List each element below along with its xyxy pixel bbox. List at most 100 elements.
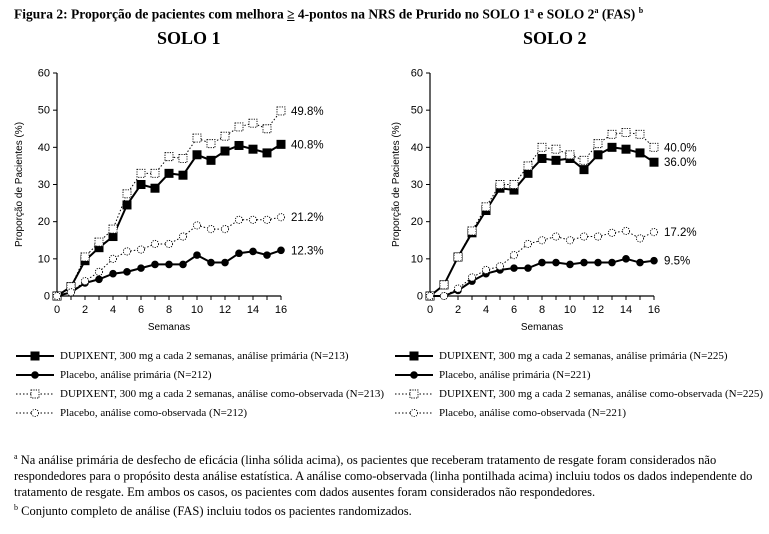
x-tick-label: 12 — [219, 304, 231, 316]
x-tick-label: 12 — [592, 304, 604, 316]
data-point-dotted-square — [635, 129, 645, 139]
data-point-solid-square — [234, 140, 244, 150]
data-point-solid-circle — [221, 258, 229, 267]
chart-solo1: 0 10 20 30 40 50 60 0 2 4 6 8 10 12 14 16 Semanas Proporç… — [14, 68, 324, 334]
data-point-solid-square — [276, 139, 286, 149]
data-point-dotted-square — [509, 180, 519, 189]
data-point-dotted-square — [565, 150, 575, 160]
y-tick-label: 20 — [411, 216, 423, 228]
data-point-solid-square — [607, 142, 617, 152]
legend-label: DUPIXENT, 300 mg a cada 2 semanas, análi… — [60, 388, 384, 400]
data-point-dotted-square — [439, 280, 449, 290]
legend-swatch — [16, 408, 54, 418]
data-point-dotted-circle — [579, 232, 589, 241]
data-point-dotted-circle — [453, 284, 463, 293]
data-point-dotted-square — [122, 189, 132, 199]
data-point-dotted-square — [136, 168, 146, 178]
data-point-solid-circle — [277, 246, 285, 255]
y-tick-label: 40 — [38, 142, 50, 154]
x-axis-label: Semanas — [521, 322, 563, 333]
data-point-dotted-square — [607, 129, 617, 139]
series-line-solid-circle — [56, 249, 282, 297]
data-point-solid-square — [551, 155, 561, 165]
data-point-dotted-circle — [122, 247, 132, 256]
y-tick-label: 60 — [38, 68, 50, 80]
data-point-solid-square — [192, 150, 202, 160]
legend-swatch — [16, 389, 54, 399]
legend-swatch — [395, 408, 433, 418]
data-point-dotted-circle — [481, 265, 491, 275]
footnote-b: b Conjunto completo de análise (FAS) inc… — [14, 503, 412, 519]
legend-label: DUPIXENT, 300 mg a cada 2 semanas, análi… — [60, 350, 349, 362]
chart-solo2: 0 10 20 30 40 50 60 0 2 4 6 8 10 12 14 16 Semanas Proporç… — [391, 68, 697, 334]
data-point-dotted-circle — [649, 228, 659, 237]
legend-marker — [30, 351, 40, 361]
data-point-dotted-square — [453, 252, 463, 262]
y-tick-label: 50 — [38, 105, 50, 117]
data-point-solid-square — [537, 153, 547, 163]
data-point-solid-circle — [622, 255, 630, 263]
data-point-dotted-circle — [164, 239, 174, 249]
legend-marker — [31, 371, 39, 379]
panel-title-solo1: SOLO 1 — [157, 28, 221, 48]
data-point-dotted-square — [220, 131, 230, 141]
data-point-solid-circle — [510, 264, 518, 272]
data-point-dotted-circle — [108, 254, 118, 263]
y-tick-label: 20 — [38, 216, 50, 228]
data-point-solid-circle — [151, 260, 159, 269]
data-point-dotted-circle — [276, 213, 286, 222]
data-point-dotted-circle — [439, 291, 449, 301]
x-tick-label: 4 — [483, 304, 489, 316]
y-tick-label: 40 — [411, 142, 423, 154]
data-point-dotted-circle — [467, 273, 477, 282]
data-point-solid-circle — [636, 258, 644, 267]
end-value-label: 40.8% — [291, 139, 324, 151]
data-point-dotted-circle — [192, 221, 202, 230]
data-point-dotted-circle — [150, 239, 160, 249]
data-point-dotted-square — [593, 139, 603, 149]
data-point-solid-square — [523, 168, 533, 178]
end-value-label: 9.5% — [664, 256, 690, 268]
data-point-dotted-circle — [425, 291, 435, 301]
data-point-dotted-square — [150, 168, 160, 178]
data-point-dotted-circle — [537, 236, 547, 245]
data-point-dotted-circle — [80, 277, 90, 286]
x-tick-label: 0 — [427, 304, 433, 316]
data-point-solid-square — [178, 170, 188, 180]
data-point-solid-square — [649, 157, 659, 167]
data-point-dotted-square — [262, 124, 272, 134]
data-point-solid-circle — [538, 258, 546, 267]
x-tick-label: 14 — [620, 304, 632, 316]
data-point-dotted-square — [80, 252, 90, 262]
y-axis-label: Proporção de Pacientes (%) — [14, 122, 25, 247]
legend-swatch — [395, 371, 433, 379]
data-point-solid-circle — [524, 264, 532, 272]
data-point-dotted-square — [206, 139, 216, 149]
x-tick-label: 6 — [511, 304, 517, 316]
legend-swatch — [16, 351, 54, 361]
data-point-dotted-circle — [495, 262, 505, 271]
end-value-label: 49.8% — [291, 106, 324, 118]
data-point-dotted-square — [108, 224, 118, 234]
x-tick-label: 16 — [275, 304, 287, 316]
data-point-dotted-circle — [551, 232, 561, 241]
data-point-dotted-square — [248, 118, 258, 128]
data-point-dotted-square — [192, 133, 202, 143]
data-point-solid-square — [108, 232, 118, 242]
legend-label: Placebo, análise como-observada (N=212) — [60, 407, 248, 419]
x-tick-label: 8 — [166, 304, 172, 316]
x-tick-label: 10 — [564, 304, 576, 316]
data-point-dotted-square — [621, 128, 631, 137]
data-point-dotted-circle — [621, 226, 631, 236]
data-point-dotted-circle — [66, 288, 76, 297]
data-point-solid-square — [262, 148, 272, 158]
legend-swatch — [395, 351, 433, 361]
y-tick-label: 0 — [417, 291, 423, 303]
data-point-dotted-square — [523, 161, 533, 171]
data-point-dotted-circle — [593, 232, 603, 241]
data-point-solid-square — [122, 200, 132, 210]
data-point-dotted-square — [495, 180, 505, 189]
legend-marker — [410, 371, 418, 379]
data-point-solid-circle — [608, 258, 616, 267]
